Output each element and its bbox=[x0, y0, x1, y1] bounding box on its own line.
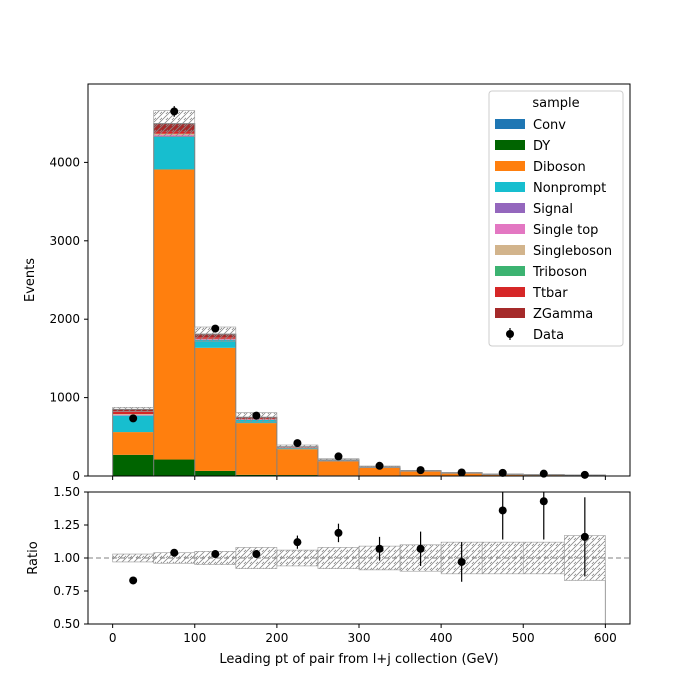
legend-swatch bbox=[495, 140, 525, 150]
ratio-y-tick-label: 1.00 bbox=[53, 551, 80, 565]
ratio-x-tick-label: 500 bbox=[512, 631, 535, 645]
legend-swatch bbox=[495, 224, 525, 234]
ratio-y-tick-label: 0.50 bbox=[53, 617, 80, 631]
main-y-tick-label: 3000 bbox=[49, 234, 80, 248]
legend-label: ZGamma bbox=[533, 307, 593, 322]
bar-diboson-5 bbox=[317, 461, 359, 476]
legend-label: Signal bbox=[533, 202, 573, 217]
legend-label: Conv bbox=[533, 118, 566, 133]
main-panel: 0 1000 2000 3000 4000 Events sample Conv DY Di… bbox=[23, 83, 631, 483]
ratio-point-2 bbox=[211, 550, 220, 559]
legend-label: Diboson bbox=[533, 160, 586, 175]
bar-dy-1 bbox=[153, 459, 195, 476]
data-point-2 bbox=[211, 324, 220, 333]
main-x-ticks bbox=[112, 476, 606, 480]
legend-swatch bbox=[495, 203, 525, 213]
ratio-point-4 bbox=[293, 538, 302, 547]
ratio-point-11 bbox=[580, 532, 589, 541]
ratio-frame bbox=[87, 491, 631, 625]
legend-title: sample bbox=[532, 96, 579, 111]
main-y-ticks: 0 1000 2000 3000 4000 bbox=[49, 155, 88, 483]
ratio-y-ticks: 0.50 0.75 1.00 1.25 1.50 bbox=[53, 485, 88, 631]
legend-swatch bbox=[495, 308, 525, 318]
bar-ttbar-0 bbox=[112, 411, 154, 415]
ratio-x-tick-label: 600 bbox=[594, 631, 617, 645]
bar-diboson-3 bbox=[235, 423, 277, 475]
data-point-5 bbox=[334, 452, 343, 461]
ratio-y-tick-label: 1.25 bbox=[53, 518, 80, 532]
legend-data-marker bbox=[506, 330, 514, 338]
data-point-6 bbox=[375, 461, 384, 470]
ratio-panel: 0 100 200 300 400 500 600 0.50 0.75 1.00 1.25 1.50… bbox=[26, 485, 631, 667]
bar-dy-0 bbox=[112, 454, 154, 476]
data-point-1 bbox=[170, 107, 179, 116]
stacked-bars bbox=[112, 123, 606, 476]
ratio-x-tick-label: 100 bbox=[183, 631, 206, 645]
ratio-point-8 bbox=[457, 557, 466, 566]
legend-swatch bbox=[495, 119, 525, 129]
bar-diboson-0 bbox=[112, 432, 154, 455]
legend-label: Singleboson bbox=[533, 244, 612, 259]
ratio-x-tick-label: 300 bbox=[348, 631, 371, 645]
ratio-point-5 bbox=[334, 528, 343, 537]
ratio-point-6 bbox=[375, 544, 384, 553]
ratio-point-9 bbox=[498, 506, 507, 515]
main-y-tick-label: 1000 bbox=[49, 391, 80, 405]
legend-swatch bbox=[495, 245, 525, 255]
main-frame bbox=[87, 83, 631, 477]
main-y-tick-label: 2000 bbox=[49, 312, 80, 326]
data-point-7 bbox=[416, 466, 425, 475]
legend-label: DY bbox=[533, 139, 550, 154]
main-y-axis-label: Events bbox=[23, 258, 38, 302]
bar-diboson-2 bbox=[194, 347, 236, 471]
ratio-point-3 bbox=[252, 550, 261, 559]
legend-label: Data bbox=[533, 328, 564, 343]
legend-frame bbox=[488, 90, 624, 347]
legend: sample Conv DY Diboson Nonprompt Signal Singl… bbox=[488, 90, 624, 347]
legend-swatch bbox=[495, 161, 525, 171]
legend-swatch bbox=[495, 182, 525, 192]
bar-diboson-1 bbox=[153, 169, 195, 460]
bar-diboson-4 bbox=[276, 449, 318, 476]
legend-label: Triboson bbox=[532, 265, 587, 280]
legend-items: Conv DY Diboson Nonprompt Signal Single top Si… bbox=[495, 118, 612, 343]
data-point-8 bbox=[457, 468, 466, 477]
bar-nonprompt-1 bbox=[153, 136, 195, 170]
ratio-points bbox=[129, 492, 589, 585]
ratio-x-ticks: 0 100 200 300 400 500 600 bbox=[109, 624, 617, 645]
ratio-point-1 bbox=[170, 548, 179, 557]
data-points bbox=[129, 106, 589, 479]
ratio-point-10 bbox=[539, 497, 548, 506]
ratio-point-0 bbox=[129, 576, 138, 585]
main-y-tick-label: 0 bbox=[72, 469, 80, 483]
bar-dy-2 bbox=[194, 470, 236, 476]
data-point-9 bbox=[498, 468, 507, 477]
ratio-y-tick-label: 1.50 bbox=[53, 485, 80, 499]
uncertainty-bin-0 bbox=[112, 407, 154, 412]
data-point-0 bbox=[129, 414, 138, 423]
legend-swatch bbox=[495, 287, 525, 297]
main-y-tick-label: 4000 bbox=[49, 155, 80, 169]
ratio-x-tick-label: 0 bbox=[109, 631, 117, 645]
ratio-x-tick-label: 400 bbox=[430, 631, 453, 645]
bar-diboson-6 bbox=[359, 467, 401, 476]
data-point-4 bbox=[293, 439, 302, 448]
ratio-point-7 bbox=[416, 544, 425, 553]
data-point-3 bbox=[252, 411, 261, 420]
x-axis-label: Leading pt of pair from l+j collection (… bbox=[219, 652, 498, 667]
ratio-y-axis-label: Ratio bbox=[26, 541, 41, 574]
bar-dy-3 bbox=[235, 474, 277, 476]
legend-swatch bbox=[495, 266, 525, 276]
ratio-x-tick-label: 200 bbox=[265, 631, 288, 645]
data-point-11 bbox=[580, 470, 589, 479]
bar-nonprompt-2 bbox=[194, 339, 236, 348]
legend-label: Nonprompt bbox=[533, 181, 606, 196]
legend-label: Ttbar bbox=[532, 286, 568, 301]
bar-nonprompt-0 bbox=[112, 415, 154, 433]
ratio-y-tick-label: 0.75 bbox=[53, 584, 80, 598]
legend-label: Single top bbox=[533, 223, 598, 238]
